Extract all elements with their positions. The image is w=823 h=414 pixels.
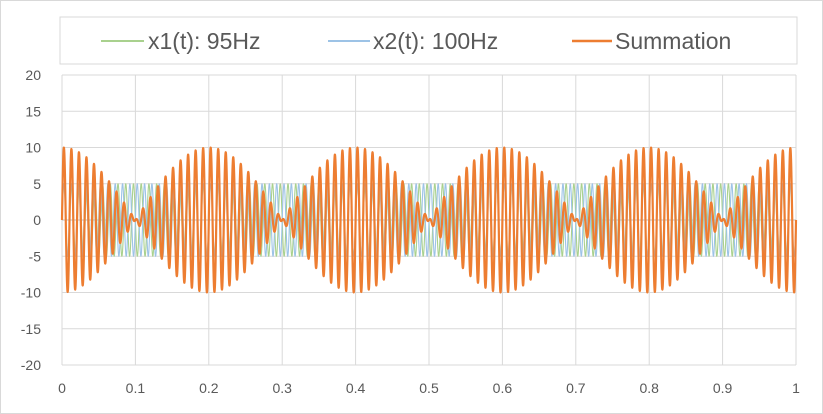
legend-label-x2: x2(t): 100Hz [373,28,498,54]
y-tick-label: 5 [33,176,41,192]
legend-label-summation: Summation [615,28,731,54]
y-tick-label: 15 [25,103,41,119]
series-layer [60,146,798,294]
y-tick-label: 0 [33,212,41,228]
y-tick-label: -20 [21,357,41,373]
x-tick-label: 0.6 [493,380,513,396]
y-tick-label: -10 [21,285,41,301]
series-summation-line [60,146,798,294]
x-tick-label: 0.7 [566,380,586,396]
x-tick-label: 0.2 [199,380,219,396]
x-tick-label: 0.9 [713,380,733,396]
x-tick-label: 1 [792,380,800,396]
legend: x1(t): 95Hz x2(t): 100Hz Summation [59,16,798,65]
x-tick-label: 0.1 [126,380,146,396]
y-tick-label: 10 [25,140,41,156]
legend-box [59,16,798,65]
x-tick-label: 0.3 [272,380,292,396]
x-tick-label: 0 [58,380,66,396]
x-tick-label: 0.4 [346,380,366,396]
x-tick-label: 0.8 [639,380,659,396]
axes: 20 15 10 5 0 -5 -10 -15 -20 0 0.1 0.2 0.3 0.4 0.5 0.6 0.… [21,67,800,396]
legend-label-x1: x1(t): 95Hz [148,28,260,54]
x-tick-label: 0.5 [419,380,439,396]
y-tick-label: -5 [29,248,42,264]
y-tick-label: 20 [25,67,41,83]
y-tick-label: -15 [21,321,41,337]
